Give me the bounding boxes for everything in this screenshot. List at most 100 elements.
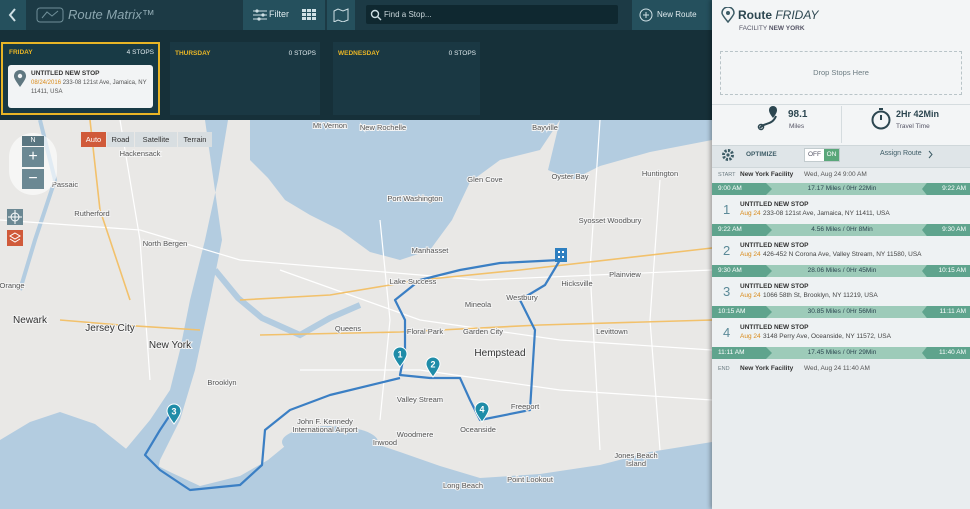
stop-marker[interactable]: 3 bbox=[166, 403, 182, 425]
facility-name: NEW YORK bbox=[768, 25, 805, 32]
back-button[interactable] bbox=[0, 0, 26, 30]
map-label: Rutherford bbox=[74, 209, 109, 218]
zoom-out[interactable]: − bbox=[22, 169, 44, 189]
map-mode-button[interactable]: Terrain bbox=[178, 132, 212, 147]
optimize-label: OPTIMIZE bbox=[746, 151, 777, 158]
optimize-row bbox=[712, 145, 970, 168]
stop-row[interactable]: 3 UNTITLED NEW STOP Aug 24 1066 58th St, Br… bbox=[712, 277, 970, 307]
day-name: FRIDAY bbox=[9, 49, 33, 56]
stop-pin bbox=[14, 70, 26, 87]
zoom-in[interactable]: + bbox=[22, 147, 44, 167]
stop-marker[interactable]: 4 bbox=[474, 401, 490, 423]
locate-button[interactable] bbox=[7, 209, 23, 225]
map-label: Bayville bbox=[532, 123, 558, 132]
zoom-control: N + − bbox=[9, 133, 57, 195]
north-button[interactable]: N bbox=[22, 136, 44, 146]
route-day: FRIDAY bbox=[775, 8, 819, 22]
timeline-time: Wed, Aug 24 11:40 AM bbox=[804, 365, 870, 372]
settings-icon[interactable] bbox=[721, 148, 735, 162]
drop-zone[interactable]: Drop Stops Here bbox=[720, 51, 962, 95]
map-label: International Airport bbox=[292, 425, 358, 434]
leg-bar: 10:15 AM 30.85 Miles / 0Hr 56Min 11:11 AM bbox=[712, 306, 970, 318]
day-column[interactable]: THURSDAY 0 STOPS bbox=[170, 42, 320, 115]
marker-pin bbox=[392, 346, 408, 368]
facility: FACILITY NEW YORK bbox=[739, 25, 805, 32]
stop-address: 426-452 N Corona Ave, Valley Stream, NY … bbox=[763, 251, 922, 258]
new-route-icon bbox=[639, 8, 653, 22]
leg-depart: 10:15 AM bbox=[712, 306, 772, 318]
duration-icon bbox=[871, 108, 891, 130]
map-label: Port Washington bbox=[387, 194, 442, 203]
assign-route[interactable]: Assign Route bbox=[880, 150, 922, 157]
timeline-label: END bbox=[718, 366, 730, 372]
layers-button[interactable] bbox=[7, 230, 23, 246]
map[interactable]: Mt Vernon New Rochelle Bayville Hackensack P… bbox=[0, 120, 712, 509]
timeline-time: Wed, Aug 24 9:00 AM bbox=[804, 171, 867, 178]
route-line bbox=[393, 258, 561, 422]
map-label: Hackensack bbox=[120, 149, 161, 158]
assign-chevron bbox=[928, 150, 933, 159]
stop-row[interactable]: 1 UNTITLED NEW STOP Aug 24 233-08 121st Ave… bbox=[712, 195, 970, 225]
stop-date: Aug 24 bbox=[740, 210, 761, 217]
leg-depart: 11:11 AM bbox=[712, 347, 772, 359]
map-mode-button[interactable]: Road bbox=[107, 132, 134, 147]
leg-depart: 9:22 AM bbox=[712, 224, 772, 236]
map-label: Queens bbox=[335, 324, 362, 333]
grid-icon[interactable] bbox=[302, 9, 317, 21]
map-label: Huntington bbox=[642, 169, 678, 178]
facility-icon bbox=[555, 248, 567, 262]
stop-number: 4 bbox=[723, 325, 731, 340]
stop-address: 1066 58th St, Brooklyn, NY 11219, USA bbox=[763, 292, 878, 299]
filter-label: Filter bbox=[269, 9, 289, 19]
leg-bar: 9:30 AM 28.06 Miles / 0Hr 45Min 10:15 AM bbox=[712, 265, 970, 277]
new-route-label: New Route bbox=[657, 10, 697, 19]
map-label: Woodmere bbox=[397, 430, 434, 439]
map-label: Oyster Bay bbox=[551, 172, 588, 181]
panel-header bbox=[712, 0, 970, 104]
leg-arrive: 9:22 AM bbox=[922, 183, 970, 195]
distance: 98.1 bbox=[788, 109, 808, 120]
day-stops: 4 STOPS bbox=[126, 49, 154, 56]
map-label: Mineola bbox=[465, 300, 492, 309]
stop-date: 08/24/2016 bbox=[31, 80, 62, 86]
optimize-toggle[interactable]: OFF ON bbox=[804, 148, 840, 162]
search-box[interactable]: Find a Stop... bbox=[366, 5, 618, 24]
map-label: Glen Cove bbox=[467, 175, 502, 184]
map-label: Point Lookout bbox=[507, 475, 554, 484]
marker-pin bbox=[166, 403, 182, 425]
stop-date: Aug 24 bbox=[740, 333, 761, 340]
map-mode-button[interactable]: Auto bbox=[81, 132, 106, 147]
stop-title: UNTITLED NEW STOP bbox=[740, 201, 809, 208]
marker-number: 3 bbox=[171, 407, 176, 417]
stop-marker[interactable]: 1 bbox=[392, 346, 408, 368]
filter-button[interactable]: Filter bbox=[243, 0, 325, 30]
logo-icon bbox=[36, 7, 64, 23]
duration: 2Hr 42Min bbox=[896, 109, 940, 119]
filter-icon bbox=[253, 9, 267, 21]
day-name: THURSDAY bbox=[175, 50, 211, 57]
stop-card[interactable]: UNTITLED NEW STOP 08/24/2016 233-08 121s… bbox=[8, 65, 153, 108]
timeline-place: New York Facility bbox=[740, 365, 794, 372]
back-icon bbox=[8, 8, 16, 22]
day-column[interactable]: WEDNESDAY 0 STOPS bbox=[333, 42, 480, 115]
stop-row[interactable]: 2 UNTITLED NEW STOP Aug 24 426-452 N Corona… bbox=[712, 236, 970, 266]
stop-marker[interactable]: 2 bbox=[425, 356, 441, 378]
route-word: Route bbox=[738, 8, 772, 22]
new-route-button[interactable]: New Route bbox=[632, 0, 712, 30]
facility-label: FACILITY bbox=[739, 25, 768, 32]
map-button[interactable] bbox=[327, 0, 355, 30]
stop-title: UNTITLED NEW STOP bbox=[740, 324, 809, 331]
route-panel: Route FRIDAY FACILITY NEW YORK Drop Stop… bbox=[712, 0, 970, 509]
day-column[interactable]: FRIDAY 4 STOPS UNTITLED NEW STOP 08/24/2… bbox=[1, 42, 160, 115]
stop-row[interactable]: 4 UNTITLED NEW STOP Aug 24 3148 Perry Ave, … bbox=[712, 318, 970, 348]
map-label: John F. Kennedy bbox=[297, 417, 353, 426]
top-bar: Route Matrix™ Filter Find a Stop... New … bbox=[0, 0, 712, 30]
stop-number: 2 bbox=[723, 243, 731, 258]
stop-date: Aug 24 bbox=[740, 251, 761, 258]
distance-unit: Miles bbox=[789, 123, 805, 130]
map-mode-button[interactable]: Satellite bbox=[135, 132, 177, 147]
day-name: WEDNESDAY bbox=[338, 50, 380, 57]
map-label: Valley Stream bbox=[397, 395, 443, 404]
stop-number: 3 bbox=[723, 284, 731, 299]
